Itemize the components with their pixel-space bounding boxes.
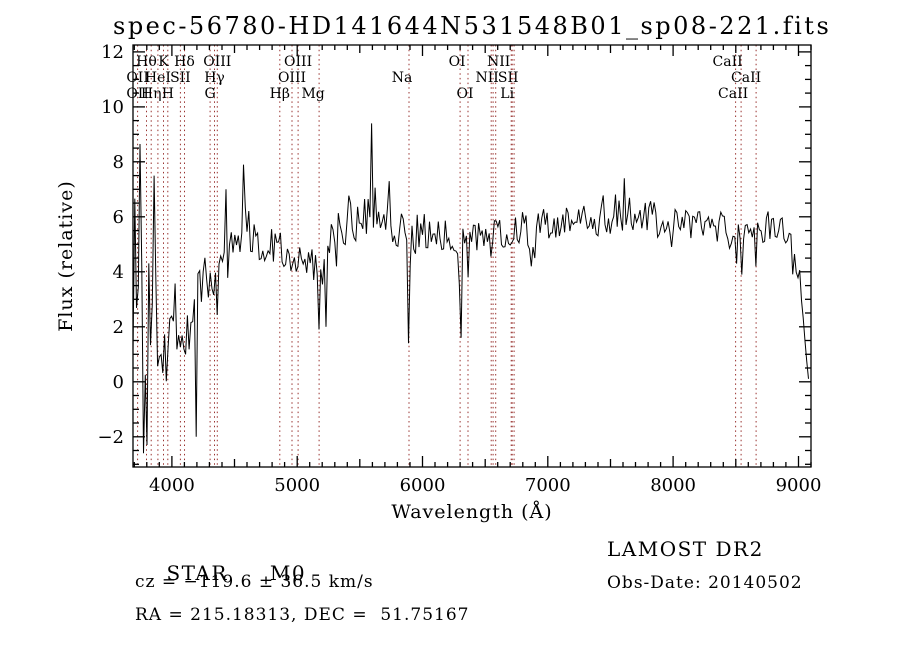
- y-tick-label: 10: [101, 97, 124, 118]
- y-tick-label: 12: [101, 42, 124, 63]
- x-tick-label: 7000: [525, 475, 571, 496]
- spectral-line-label: CaII: [713, 54, 743, 70]
- spectral-line-label: Hγ: [204, 70, 225, 86]
- spectral-line-label: CaII: [718, 86, 748, 102]
- object-class-label: STAR: [166, 561, 228, 585]
- object-class-line: STAR M0: [135, 537, 306, 609]
- spectral-line-label: Mg: [301, 86, 324, 102]
- spectral-line-label: K: [158, 54, 169, 70]
- spectral-line-label: OIII: [203, 54, 231, 70]
- spectral-line-label: Hβ: [270, 86, 290, 102]
- spectral-line-label: OIII: [278, 70, 306, 86]
- y-tick-label: 0: [113, 372, 124, 393]
- spectral-line-label: HeI: [145, 70, 171, 86]
- survey-label: LAMOST DR2: [607, 537, 764, 561]
- spectral-line-label: Li: [500, 86, 514, 102]
- spectral-line-label: Hδ: [174, 54, 195, 70]
- spectral-line-label: SII: [498, 70, 519, 86]
- spectral-line-label: G: [205, 86, 216, 102]
- spectral-line-label: Na: [392, 70, 413, 86]
- cz-value: cz = −119.6 ± 36.5 km/s: [135, 572, 374, 592]
- spectral-line-label: OII: [126, 86, 149, 102]
- object-subclass-label: M0: [269, 561, 307, 585]
- x-tick-label: 4000: [149, 475, 195, 496]
- spectral-line-labels: OIIOIIHθHηHeIKHSIIHδGHγOIIIHβOIIIOIIIMgN…: [126, 54, 761, 102]
- y-tick-label: 6: [113, 207, 124, 228]
- spectral-line-label: SII: [170, 70, 191, 86]
- y-tick-label: −2: [97, 427, 124, 448]
- x-tick-label: 6000: [400, 475, 446, 496]
- spectral-line-label: OIII: [284, 54, 312, 70]
- coordinates: RA = 215.18313, DEC = 51.75167: [135, 605, 470, 625]
- y-tick-label: 4: [113, 262, 124, 283]
- spectrum-trace: [133, 123, 809, 454]
- spectral-line-label: Hη: [141, 86, 162, 102]
- spectral-line-label: OI: [456, 86, 473, 102]
- y-axis-label: Flux (relative): [55, 180, 77, 332]
- spectral-line-label: OI: [449, 54, 466, 70]
- spectral-line-label: OII: [126, 70, 149, 86]
- spectral-line-markers: [137, 45, 757, 467]
- spectral-line-label: Hθ: [136, 54, 157, 70]
- spectral-line-label: H: [162, 86, 174, 102]
- spectral-line-label: NII: [487, 54, 510, 70]
- x-tick-label: 5000: [274, 475, 320, 496]
- x-axis-label: Wavelength (Å): [391, 501, 552, 523]
- x-tick-label: 8000: [650, 475, 696, 496]
- x-tick-label: 9000: [776, 475, 822, 496]
- spectral-line-label: CaII: [731, 70, 761, 86]
- y-tick-label: 2: [113, 317, 124, 338]
- y-tick-label: 8: [113, 152, 124, 173]
- figure-title: spec-56780-HD141644N531548B01_sp08-221.f…: [113, 12, 832, 40]
- tick-labels: 4000 5000 6000 7000 8000 9000 −2 0 2 4 6 8 10 12: [97, 42, 821, 496]
- spectral-line-label: NII: [476, 70, 499, 86]
- axes: [132, 44, 812, 468]
- obs-date: Obs-Date: 20140502: [607, 573, 803, 593]
- plot-box: [132, 44, 812, 468]
